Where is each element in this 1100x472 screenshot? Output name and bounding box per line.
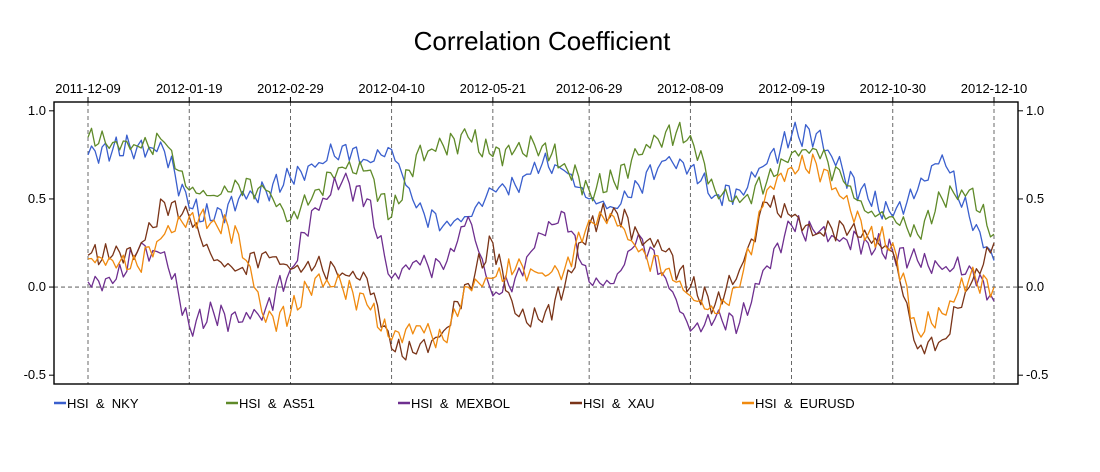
series-line-hsi-nky <box>87 121 995 261</box>
series-lines <box>87 121 995 361</box>
y-tick-label-right: 0.5 <box>1026 191 1044 206</box>
x-tick-label: 2012-06-29 <box>556 81 623 96</box>
y-axis-ticks: -0.5 -0.5 0.0 0.0 0.5 0.5 1.0 1.0 <box>24 103 1049 382</box>
x-tick-label: 2012-01-19 <box>156 81 223 96</box>
chart-title: Correlation Coefficient <box>414 26 672 56</box>
x-tick-label: 2012-10-30 <box>860 81 927 96</box>
legend-label: HSI & NKY <box>67 396 139 411</box>
plot-frame <box>53 101 1019 385</box>
x-tick-label: 2011-12-09 <box>55 81 121 96</box>
series-line-hsi-mexbol <box>87 172 995 337</box>
y-tick-label-left: -0.5 <box>24 367 46 382</box>
y-tick-label-right: 1.0 <box>1026 103 1044 118</box>
y-tick-label-left: 0.5 <box>28 191 46 206</box>
legend: HSI & NKY HSI & AS51 HSI & MEXBOL HSI & XAU… <box>54 396 855 411</box>
y-tick-label-left: 1.0 <box>28 103 46 118</box>
x-tick-label: 2012-08-09 <box>657 81 724 96</box>
y-tick-label-left: 0.0 <box>28 279 46 294</box>
x-tick-label: 2012-12-10 <box>961 81 1028 96</box>
series-line-hsi-eurusd <box>87 153 995 349</box>
legend-label: HSI & AS51 <box>239 396 315 411</box>
x-axis-ticks: 2011-12-09 2012-01-19 2012-02-29 2012-04-10… <box>55 81 1027 102</box>
legend-label: HSI & XAU <box>583 396 655 411</box>
x-tick-label: 2012-02-29 <box>257 81 324 96</box>
x-tick-label: 2012-09-19 <box>758 81 825 96</box>
series-line-hsi-xau <box>87 194 995 361</box>
x-tick-label: 2012-04-10 <box>358 81 425 96</box>
x-tick-label: 2012-05-21 <box>460 81 527 96</box>
y-tick-label-right: 0.0 <box>1026 279 1044 294</box>
legend-label: HSI & EURUSD <box>755 396 855 411</box>
series-line-hsi-as51 <box>87 121 995 240</box>
legend-label: HSI & MEXBOL <box>411 396 510 411</box>
y-tick-label-right: -0.5 <box>1026 367 1048 382</box>
